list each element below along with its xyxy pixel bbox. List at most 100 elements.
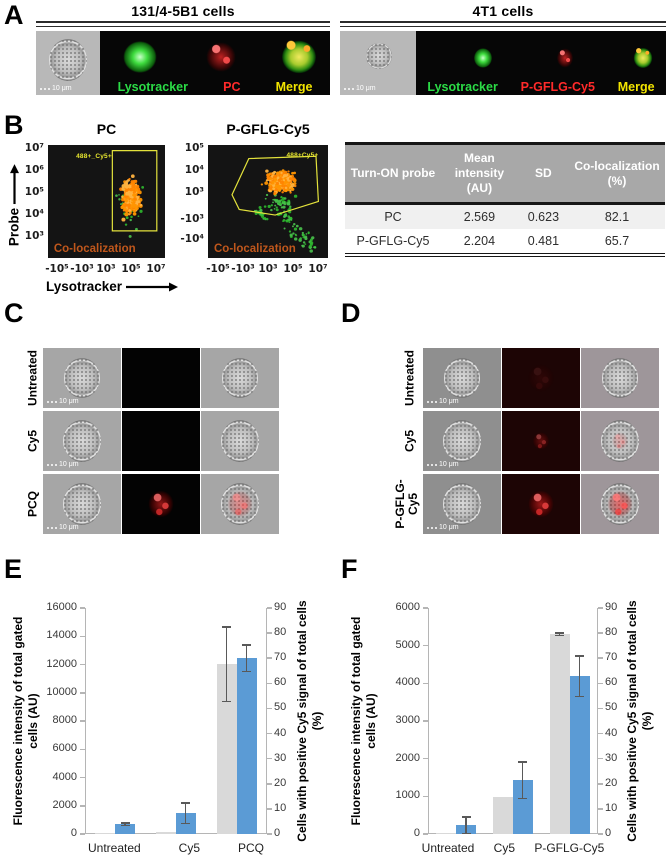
y-tick: 10⁴ — [24, 208, 44, 220]
right-tick-mark — [267, 757, 272, 760]
left-tick-label: 3000 — [395, 714, 420, 726]
right-tick-label: 20 — [274, 776, 287, 789]
left-tick-label: 1000 — [395, 789, 420, 802]
right-tick-mark — [598, 682, 603, 685]
bar — [236, 658, 257, 834]
right-arrow-icon — [126, 282, 179, 291]
left-tick-label: 4000 — [395, 676, 420, 689]
micrograph-row-cy5: 10 μm — [43, 411, 279, 471]
fluorescence-cell — [122, 411, 200, 471]
channel-label-pc: PC — [223, 80, 241, 94]
panel-e-chart: Fluorescence intensity of total gated ce… — [6, 556, 340, 864]
col-header-colocalization: Co-localization (%) — [568, 143, 665, 205]
scale-bar: 10 μm — [47, 524, 79, 531]
gate-label: 488+Cy5+ — [286, 151, 319, 159]
fluorescence-cell — [122, 348, 200, 408]
right-tick-label: 40 — [605, 726, 618, 739]
right-tick-mark — [598, 657, 603, 659]
right-tick-mark — [267, 707, 272, 710]
right-tick-mark — [267, 607, 272, 609]
cell-brightfield — [366, 43, 392, 69]
left-tick-mark — [423, 720, 428, 722]
fluorescence-cell — [502, 411, 580, 471]
scale-label: 10 μm — [59, 461, 79, 468]
right-tick-mark — [267, 632, 272, 634]
fluorescence-cell — [122, 474, 200, 534]
right-tick-mark — [267, 783, 272, 785]
scale-label: 10 μm — [439, 524, 459, 531]
bar-group — [216, 608, 257, 834]
scale-bar: 10 μm — [47, 461, 79, 468]
right-tick-label: 70 — [605, 651, 618, 664]
left-tick-mark — [80, 805, 85, 807]
row-label-untreated: Untreated — [25, 349, 40, 407]
brightfield-cell: 10 μm — [423, 474, 501, 534]
y-tick: 10³ — [184, 186, 204, 198]
error-bar — [462, 816, 470, 834]
left-tick-mark — [80, 833, 85, 835]
lysotracker-cell — [471, 45, 495, 72]
category-labels: Untreated Cy5 P-GFLG-Cy5 — [412, 841, 614, 855]
left-tick-mark — [423, 682, 428, 685]
right-tick-mark — [598, 632, 603, 634]
cell-probe: P-GFLG-Cy5 — [356, 234, 430, 248]
left-tick-mark — [423, 833, 428, 835]
left-tick-mark — [80, 663, 85, 666]
right-tick-mark — [598, 833, 603, 835]
x-tick: -10⁵ — [206, 263, 230, 275]
bar — [436, 833, 457, 834]
lysotracker-cell — [118, 36, 163, 79]
micrograph-row-untreated: 10 μm — [43, 348, 279, 408]
bars-area — [85, 608, 267, 834]
scale-bar: 10 μm — [344, 85, 376, 92]
right-tick-mark — [598, 757, 603, 760]
right-tick-label: 20 — [605, 776, 618, 789]
table-row: P-GFLG-Cy5 2.204 0.481 65.7 — [345, 229, 665, 255]
y-tick: 10⁵ — [24, 186, 44, 198]
table-row: PC 2.569 0.623 82.1 — [345, 203, 665, 229]
left-tick-mark — [80, 635, 85, 637]
flow-gate-polygon — [232, 156, 318, 215]
table-header-row: Turn-ON probe Mean intensity (AU) SD Co-… — [345, 143, 665, 205]
y-tick: 10⁷ — [24, 142, 44, 154]
cell-coloc: 65.7 — [604, 234, 630, 248]
up-arrow-icon — [9, 163, 19, 204]
right-tick-label: 40 — [274, 726, 287, 739]
channel-label-merge: Merge — [275, 80, 313, 94]
left-tick-mark — [423, 795, 428, 798]
bar — [95, 833, 116, 834]
brightfield-micrograph: 10 μm — [36, 31, 100, 95]
bar — [155, 832, 176, 834]
right-tick-label: 80 — [605, 626, 618, 639]
right-tick-mark — [598, 707, 603, 710]
scale-bar: 10 μm — [427, 461, 459, 468]
panel-d-letter: D — [341, 298, 361, 328]
colocalization-label: Co-localization — [214, 242, 296, 255]
y-tick: 10⁵ — [184, 142, 204, 154]
right-tick-label: 50 — [605, 701, 618, 714]
merge-cell — [581, 348, 659, 408]
panel-e-letter: E — [4, 554, 23, 584]
right-tick-label: 80 — [274, 626, 287, 639]
micrograph-strip: 10 μm Lysotracker PC Merge — [36, 31, 330, 95]
col-header-probe: Turn-ON probe — [345, 143, 441, 205]
cell-mean: 2.569 — [463, 210, 496, 224]
flow-plot-pgflgcy5: 488+Cy5+ Co-localization — [208, 145, 328, 258]
bar — [569, 676, 590, 834]
brightfield-cell: 10 μm — [43, 411, 121, 471]
bar-group — [549, 608, 590, 834]
merge-cell — [201, 348, 279, 408]
left-tick-label: 4000 — [52, 770, 77, 783]
right-tick-mark — [598, 732, 603, 735]
panel-c-letter: C — [4, 298, 24, 328]
x-tick: 10⁵ — [283, 263, 303, 275]
panel-d-grid: 10 μm 10 μm 10 μm — [423, 348, 659, 534]
gate-label: 488+_Cy5+ — [76, 152, 112, 160]
flow-plot-title-pgflgcy5: P-GFLG-Cy5 — [226, 121, 310, 137]
scale-bar: 10 μm — [40, 85, 72, 92]
brightfield-cell: 10 μm — [43, 474, 121, 534]
flow-plot-pc: 488+_Cy5+ Co-localization — [48, 145, 165, 258]
panel-b-letter: B — [4, 110, 24, 140]
panel-c-grid: 10 μm 10 μm 10 μm — [43, 348, 279, 534]
